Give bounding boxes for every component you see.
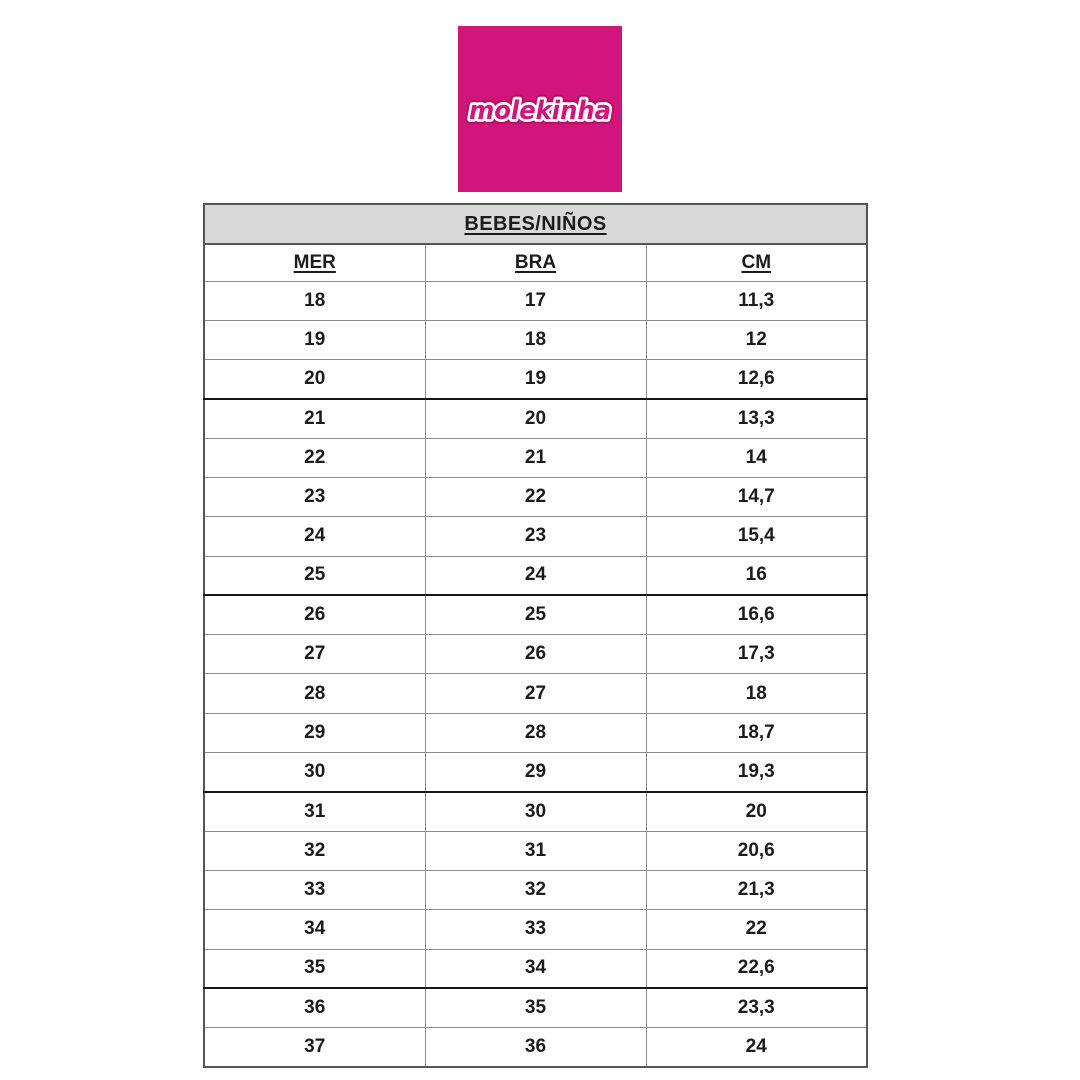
size-cell: 24: [645, 1027, 868, 1068]
table-row: 33 32 21,3: [203, 869, 868, 911]
size-cell: 18: [203, 280, 426, 321]
size-cell: 30: [424, 791, 647, 832]
size-cell: 30: [203, 752, 426, 793]
size-cell: 28: [203, 673, 426, 714]
size-cell: 12,6: [645, 359, 868, 400]
size-cell: 32: [203, 830, 426, 871]
size-cell: 23,3: [645, 987, 868, 1029]
size-cell: 16: [645, 555, 868, 597]
size-cell: 18: [645, 673, 868, 714]
table-row: 20 19 12,6: [203, 359, 868, 400]
size-cell: 37: [203, 1027, 426, 1068]
size-conversion-table: BEBES/NIÑOS MER BRA CM 18 17 11,3 19 18 12 20 1…: [203, 203, 868, 1068]
size-cell: 14: [645, 437, 868, 478]
table-row: 28 27 18: [203, 673, 868, 714]
column-header-mer: MER: [203, 243, 426, 282]
size-cell: 36: [424, 1027, 647, 1068]
table-row: 29 28 18,7: [203, 712, 868, 754]
table-title-row: BEBES/NIÑOS: [203, 203, 868, 245]
size-cell: 17,3: [645, 634, 868, 675]
size-cell: 23: [203, 476, 426, 518]
brand-wordmark-rim: molekinha: [469, 96, 611, 126]
size-cell: 36: [203, 987, 426, 1029]
size-cell: 22: [424, 476, 647, 518]
table-row: 23 22 14,7: [203, 476, 868, 518]
column-header-bra: BRA: [424, 243, 647, 282]
size-cell: 33: [203, 869, 426, 911]
size-cell: 22,6: [645, 948, 868, 990]
table-row: 24 23 15,4: [203, 516, 868, 557]
size-cell: 20: [645, 791, 868, 832]
size-cell: 14,7: [645, 476, 868, 518]
size-cell: 26: [203, 594, 426, 636]
size-cell: 29: [203, 712, 426, 754]
size-cell: 25: [424, 594, 647, 636]
size-cell: 28: [424, 712, 647, 754]
size-cell: 29: [424, 752, 647, 793]
table-row: 26 25 16,6: [203, 594, 868, 636]
size-cell: 21: [203, 398, 426, 439]
size-cell: 21: [424, 437, 647, 478]
table-row: 31 30 20: [203, 791, 868, 832]
size-cell: 19: [203, 319, 426, 361]
size-cell: 27: [424, 673, 647, 714]
table-row: 34 33 22: [203, 909, 868, 950]
size-table-body: 18 17 11,3 19 18 12 20 19 12,6 21 20 13,3 22 21 14 23 22…: [203, 280, 868, 1068]
size-cell: 19,3: [645, 752, 868, 793]
table-row: 30 29 19,3: [203, 752, 868, 793]
size-cell: 18,7: [645, 712, 868, 754]
table-row: 36 35 23,3: [203, 987, 868, 1029]
size-cell: 12: [645, 319, 868, 361]
size-cell: 24: [424, 555, 647, 597]
size-cell: 35: [424, 987, 647, 1029]
size-cell: 33: [424, 909, 647, 950]
size-cell: 15,4: [645, 516, 868, 557]
brand-wordmark: molekinha: [469, 96, 611, 126]
size-cell: 20: [424, 398, 647, 439]
size-cell: 16,6: [645, 594, 868, 636]
size-cell: 34: [424, 948, 647, 990]
size-cell: 35: [203, 948, 426, 990]
size-cell: 13,3: [645, 398, 868, 439]
size-cell: 31: [203, 791, 426, 832]
size-cell: 17: [424, 280, 647, 321]
size-cell: 18: [424, 319, 647, 361]
size-cell: 20,6: [645, 830, 868, 871]
table-row: 32 31 20,6: [203, 830, 868, 871]
table-row: 25 24 16: [203, 555, 868, 597]
size-cell: 22: [645, 909, 868, 950]
size-cell: 19: [424, 359, 647, 400]
size-cell: 25: [203, 555, 426, 597]
size-table-head: BEBES/NIÑOS MER BRA CM: [203, 203, 868, 282]
brand-logo-graphic: molekinha molekinha: [464, 91, 616, 131]
column-header-cm: CM: [645, 243, 868, 282]
size-cell: 31: [424, 830, 647, 871]
table-title: BEBES/NIÑOS: [203, 203, 868, 245]
size-cell: 21,3: [645, 869, 868, 911]
table-row: 27 26 17,3: [203, 634, 868, 675]
table-row: 19 18 12: [203, 319, 868, 361]
table-row: 35 34 22,6: [203, 948, 868, 990]
brand-logo: molekinha molekinha: [458, 26, 622, 192]
table-row: 22 21 14: [203, 437, 868, 478]
size-cell: 26: [424, 634, 647, 675]
table-row: 37 36 24: [203, 1027, 868, 1068]
size-cell: 24: [203, 516, 426, 557]
size-cell: 34: [203, 909, 426, 950]
table-row: 18 17 11,3: [203, 280, 868, 321]
size-cell: 27: [203, 634, 426, 675]
size-cell: 32: [424, 869, 647, 911]
size-cell: 11,3: [645, 280, 868, 321]
size-cell: 20: [203, 359, 426, 400]
table-row: 21 20 13,3: [203, 398, 868, 439]
table-column-header-row: MER BRA CM: [203, 243, 868, 282]
size-cell: 22: [203, 437, 426, 478]
size-cell: 23: [424, 516, 647, 557]
